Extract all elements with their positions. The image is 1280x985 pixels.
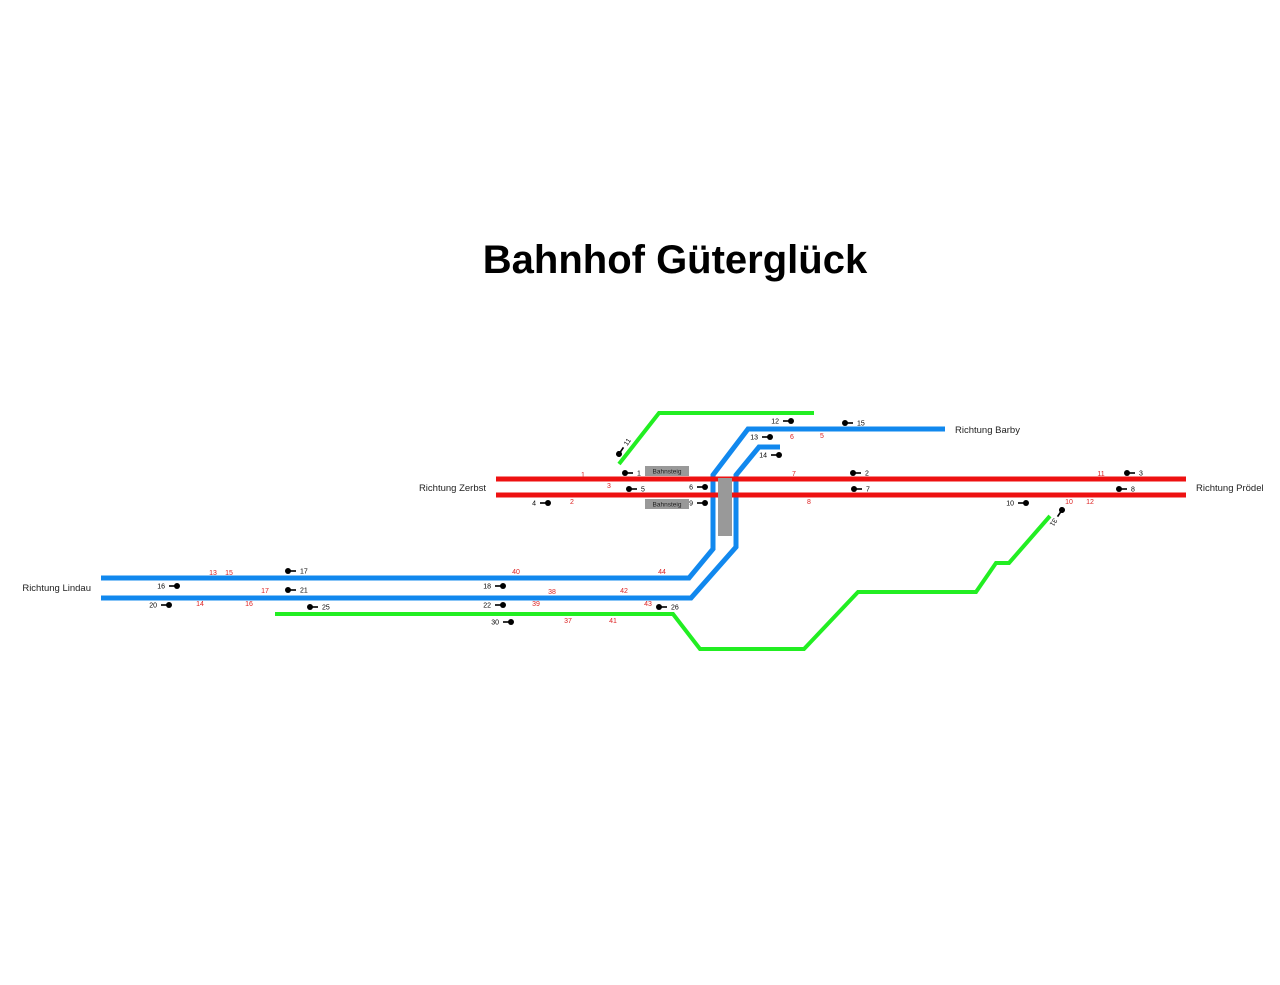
signal-3: 3	[1124, 470, 1143, 478]
switch-16: 16	[245, 601, 253, 608]
svg-text:3: 3	[1139, 471, 1143, 478]
svg-text:11: 11	[623, 437, 633, 447]
signal-4: 4	[532, 500, 551, 508]
svg-text:10: 10	[1006, 501, 1014, 508]
signal-22: 22	[483, 602, 506, 610]
track-green-south-loop	[275, 514, 1052, 651]
switch-2: 2	[570, 499, 574, 506]
svg-text:12: 12	[771, 419, 779, 426]
svg-text:22: 22	[483, 603, 491, 610]
switch-39: 39	[532, 601, 540, 608]
switch-8: 8	[807, 499, 811, 506]
signal-25: 25	[307, 604, 330, 612]
signal-6: 6	[689, 484, 708, 492]
svg-text:25: 25	[322, 605, 330, 612]
platform-south-label: Bahnsteig	[653, 502, 682, 509]
direction-barby: Richtung Barby	[955, 425, 1020, 436]
switch-41: 41	[609, 618, 617, 625]
tracks	[101, 411, 1186, 651]
svg-text:17: 17	[300, 569, 308, 576]
svg-text:26: 26	[671, 605, 679, 612]
switch-15: 15	[225, 570, 233, 577]
switch-42: 42	[620, 588, 628, 595]
signal-2: 2	[850, 470, 869, 478]
svg-text:8: 8	[1131, 487, 1135, 494]
signal-21: 21	[285, 587, 308, 595]
svg-text:18: 18	[483, 584, 491, 591]
track-green-north-siding	[617, 411, 814, 466]
platform-island	[718, 478, 732, 536]
signal-1: 1	[622, 470, 641, 478]
svg-text:30: 30	[491, 620, 499, 627]
svg-text:14: 14	[759, 453, 767, 460]
signal-26: 26	[656, 604, 679, 612]
svg-text:20: 20	[149, 603, 157, 610]
page-title: Bahnhof Güterglück	[483, 238, 868, 282]
direction-lindau: Richtung Lindau	[22, 583, 91, 594]
platform-north-label: Bahnsteig	[653, 469, 682, 476]
switch-12: 12	[1086, 499, 1094, 506]
svg-text:6: 6	[689, 485, 693, 492]
signal-14: 14	[759, 452, 782, 460]
switch-10: 10	[1065, 499, 1073, 506]
signal-11: 11	[616, 437, 633, 457]
signal-9: 9	[689, 500, 708, 508]
direction-zerbst: Richtung Zerbst	[419, 483, 486, 494]
svg-text:1: 1	[637, 471, 641, 478]
signals: 1 2 3 4 5 6 7 8 9 10 12 13 14 15 16 17 1…	[149, 418, 1143, 627]
svg-text:16: 16	[157, 584, 165, 591]
svg-text:9: 9	[689, 501, 693, 508]
signal-13: 13	[750, 434, 773, 442]
svg-text:2: 2	[865, 471, 869, 478]
switch-17: 17	[261, 588, 269, 595]
svg-text:31: 31	[1048, 517, 1058, 527]
switch-37: 37	[564, 618, 572, 625]
platform-south	[645, 499, 689, 509]
switch-5: 5	[820, 433, 824, 440]
svg-text:21: 21	[300, 588, 308, 595]
switch-6: 6	[790, 434, 794, 441]
signal-7: 7	[851, 486, 870, 494]
switch-11: 11	[1097, 471, 1104, 478]
platform-north	[645, 466, 689, 476]
track-blue-barby-outer	[101, 426, 945, 581]
svg-text:13: 13	[750, 435, 758, 442]
signal-5: 5	[626, 486, 645, 494]
signal-12: 12	[771, 418, 794, 426]
track-blue-barby-inner	[101, 444, 780, 601]
switch-38: 38	[548, 589, 556, 596]
direction-prodel: Richtung Prödel	[1196, 483, 1264, 494]
signal-31: 31	[1048, 507, 1065, 527]
svg-text:15: 15	[857, 421, 865, 428]
switch-7: 7	[792, 471, 796, 478]
platforms: Bahnsteig Bahnsteig	[645, 466, 732, 536]
svg-text:5: 5	[641, 487, 645, 494]
signal-20: 20	[149, 602, 172, 610]
switch-labels: 1 2 3 5 6 7 8 10 11 12 13 14 15 16 17 37…	[196, 433, 1105, 625]
signal-16: 16	[157, 583, 180, 591]
signal-10: 10	[1006, 500, 1029, 508]
signal-15: 15	[842, 420, 865, 428]
switch-40: 40	[512, 569, 520, 576]
signal-30: 30	[491, 619, 514, 627]
switch-44: 44	[658, 569, 666, 576]
signal-18: 18	[483, 583, 506, 591]
switch-43: 43	[644, 601, 652, 608]
signal-17: 17	[285, 568, 308, 576]
svg-text:4: 4	[532, 501, 536, 508]
switch-14: 14	[196, 601, 204, 608]
svg-text:7: 7	[866, 487, 870, 494]
switch-13: 13	[209, 570, 217, 577]
signal-8: 8	[1116, 486, 1135, 494]
switch-3: 3	[607, 483, 611, 490]
switch-1: 1	[581, 472, 585, 479]
